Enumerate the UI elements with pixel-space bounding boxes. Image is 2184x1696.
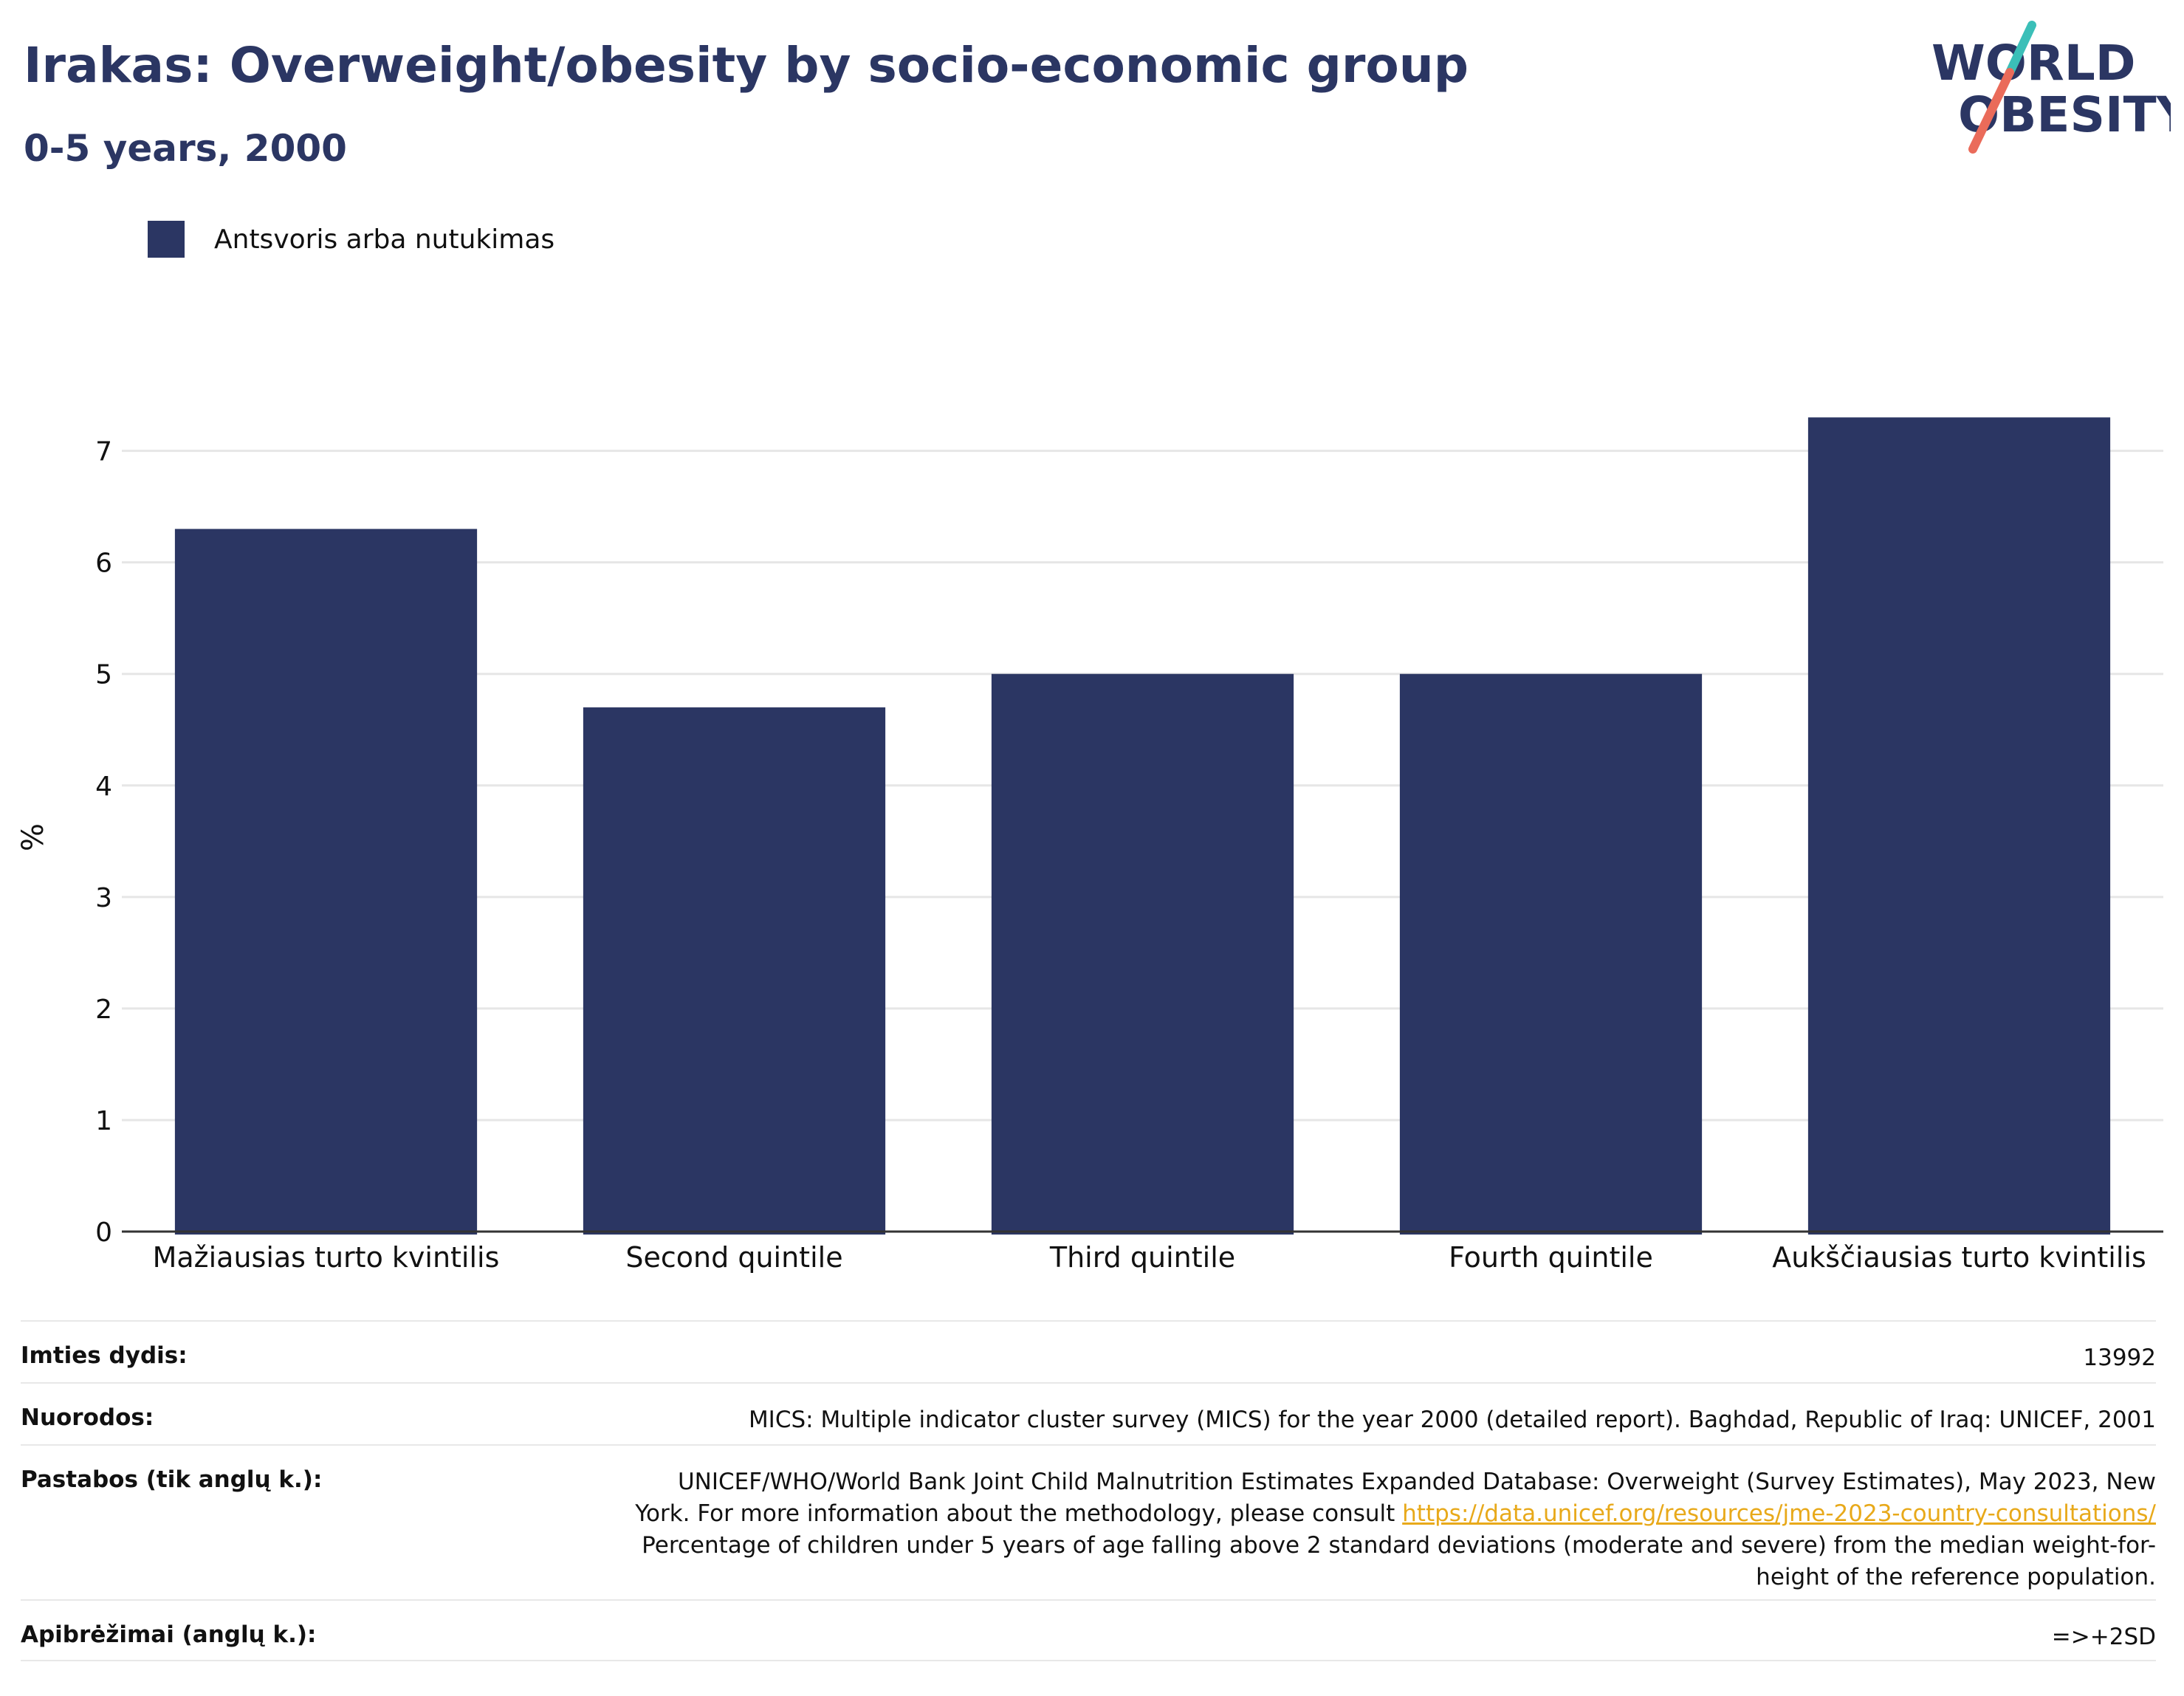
x-tick-label: Second quintile (625, 1241, 842, 1274)
bar (1399, 673, 1703, 1235)
info-row-sample-size: Imties dydis: 13992 (21, 1320, 2156, 1382)
info-row-references: Nuorodos: MICS: Multiple indicator clust… (21, 1382, 2156, 1444)
notes-value: UNICEF/WHO/World Bank Joint Child Malnut… (635, 1466, 2156, 1593)
bar-chart: 0 1 2 3 4 5 6 7 Mažiausias turto kvintilis Second… (16, 417, 2163, 1274)
chart-title: Irakas: Overweight/obesity by socio-econ… (24, 37, 1469, 94)
x-tick-label: Aukščiausias turto kvintilis (1772, 1241, 2146, 1274)
x-tick-label: Fourth quintile (1449, 1241, 1653, 1274)
bar (991, 673, 1294, 1235)
y-tick-label: 7 (95, 437, 112, 467)
logo-slash-teal (2005, 21, 2036, 77)
y-tick-label: 3 (95, 883, 112, 913)
bar (1807, 417, 2111, 1235)
legend-label: Antsvoris arba nutukimas (214, 224, 555, 255)
notes-line-2: York. For more information about the met… (635, 1498, 2156, 1530)
logo-slash-coral (1968, 68, 2014, 154)
y-axis-title: % (16, 823, 50, 851)
bar (174, 529, 478, 1235)
legend[interactable]: Antsvoris arba nutukimas (148, 219, 554, 260)
world-obesity-logo: WORLD OBESITY (1931, 21, 2171, 154)
x-tick-label: Mažiausias turto kvintilis (153, 1241, 500, 1274)
sample-size-label: Imties dydis: (21, 1342, 188, 1369)
chart-subtitle: 0-5 years, 2000 (24, 127, 347, 170)
notes-line-1: UNICEF/WHO/World Bank Joint Child Malnut… (677, 1469, 2156, 1495)
y-tick-label: 5 (95, 660, 112, 690)
axis-labels: 0 1 2 3 4 5 6 7 Mažiausias turto kvintilis Second… (16, 437, 2146, 1274)
legend-swatch (148, 221, 185, 258)
info-row-notes: Pastabos (tik anglų k.): UNICEF/WHO/Worl… (21, 1444, 2156, 1599)
notes-label: Pastabos (tik anglų k.): (21, 1466, 323, 1493)
y-tick-label: 2 (95, 995, 112, 1025)
y-tick-label: 0 (95, 1218, 112, 1248)
sample-size-value: 13992 (2083, 1345, 2156, 1371)
notes-line-3: Percentage of children under 5 years of … (642, 1532, 2156, 1559)
y-tick-label: 1 (95, 1106, 112, 1136)
bars (174, 417, 2111, 1235)
notes-line-2-text: York. For more information about the met… (635, 1500, 1403, 1527)
notes-line-4: height of the reference population. (1756, 1564, 2156, 1590)
references-label: Nuorodos: (21, 1404, 154, 1431)
references-value: MICS: Multiple indicator cluster survey … (748, 1407, 2156, 1433)
x-tick-label: Third quintile (1049, 1241, 1235, 1274)
info-table: Imties dydis: 13992 Nuorodos: MICS: Mult… (21, 1320, 2156, 1661)
definitions-value: =>+2SD (2051, 1624, 2156, 1650)
info-row-definitions: Apibrėžimai (anglų k.): =>+2SD (21, 1599, 2156, 1661)
logo-word-world: WORLD (1931, 35, 2136, 92)
y-tick-label: 4 (95, 772, 112, 802)
definitions-label: Apibrėžimai (anglų k.): (21, 1621, 317, 1648)
methodology-link[interactable]: https://data.unicef.org/resources/jme-20… (1402, 1500, 2156, 1527)
y-tick-label: 6 (95, 549, 112, 579)
bar (583, 707, 886, 1235)
